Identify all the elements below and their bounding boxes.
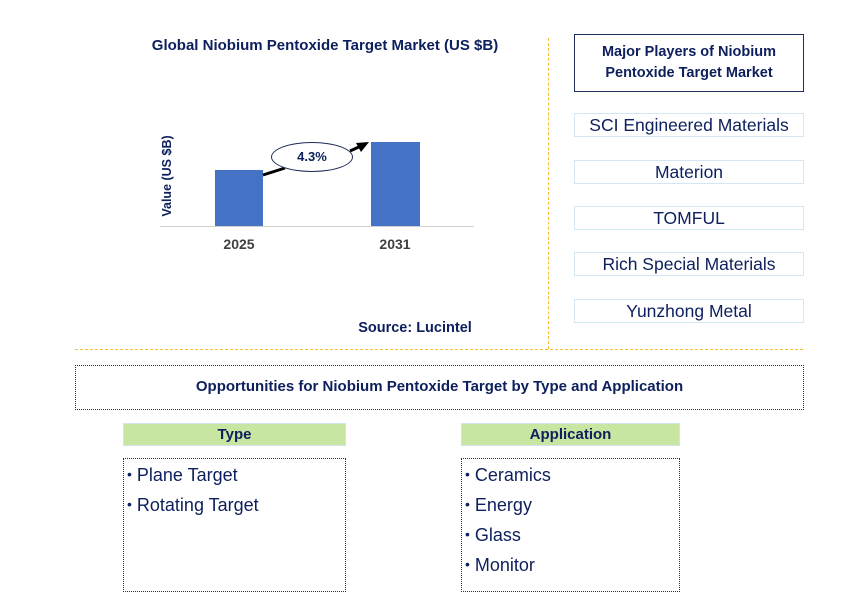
player-item: SCI Engineered Materials <box>574 113 804 137</box>
bar-2031 <box>371 142 420 226</box>
list-item-label: Monitor <box>474 555 535 575</box>
player-item: Rich Special Materials <box>574 252 804 276</box>
player-item: Yunzhong Metal <box>574 299 804 323</box>
cagr-label: 4.3% <box>271 142 353 172</box>
bullet-icon: • <box>465 496 470 512</box>
application-list: • Ceramics • Energy • Glass • Monitor <box>461 458 680 592</box>
list-item-label: Energy <box>474 495 532 515</box>
list-item: • Rotating Target <box>127 489 345 519</box>
list-item: • Monitor <box>465 549 679 579</box>
y-axis-label: Value (US $B) <box>160 135 174 217</box>
players-title-text: Major Players of Niobium Pentoxide Targe… <box>601 44 777 81</box>
players-title: Major Players of Niobium Pentoxide Targe… <box>574 34 804 92</box>
bullet-icon: • <box>465 526 470 542</box>
vertical-divider <box>548 38 549 349</box>
cagr-arrow-icon <box>262 142 369 177</box>
x-tick-2025: 2025 <box>223 236 255 252</box>
bullet-icon: • <box>465 466 470 482</box>
list-item: • Energy <box>465 489 679 519</box>
list-item: • Glass <box>465 519 679 549</box>
list-item-label: Glass <box>474 525 521 545</box>
list-item-label: Plane Target <box>136 465 238 485</box>
horizontal-divider <box>75 349 803 350</box>
opportunities-title: Opportunities for Niobium Pentoxide Targ… <box>75 365 804 410</box>
type-list: • Plane Target • Rotating Target <box>123 458 346 592</box>
application-header: Application <box>461 423 680 446</box>
type-header: Type <box>123 423 346 446</box>
x-axis-line <box>160 226 474 227</box>
list-item-label: Ceramics <box>474 465 551 485</box>
player-item: TOMFUL <box>574 206 804 230</box>
player-item: Materion <box>574 160 804 184</box>
bullet-icon: • <box>127 496 132 512</box>
x-tick-2031: 2031 <box>379 236 411 252</box>
chart-title: Global Niobium Pentoxide Target Market (… <box>151 37 499 54</box>
list-item: • Ceramics <box>465 459 679 489</box>
bullet-icon: • <box>465 556 470 572</box>
bar-2025 <box>215 170 263 226</box>
source-label: Source: Lucintel <box>358 320 472 336</box>
bullet-icon: • <box>127 466 132 482</box>
list-item-label: Rotating Target <box>136 495 259 515</box>
list-item: • Plane Target <box>127 459 345 489</box>
